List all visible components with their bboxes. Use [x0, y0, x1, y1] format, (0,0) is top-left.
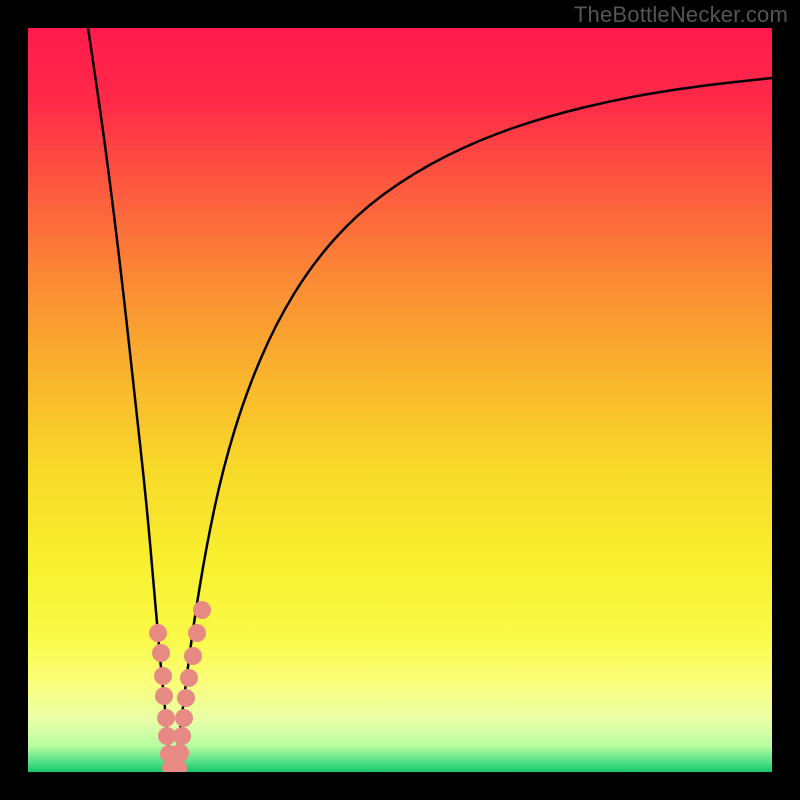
valley-marker [149, 624, 167, 642]
valley-marker [180, 669, 198, 687]
watermark-text: TheBottleNecker.com [574, 2, 788, 28]
plot-area [28, 28, 772, 772]
valley-marker [184, 647, 202, 665]
valley-marker [154, 667, 172, 685]
valley-marker [175, 709, 193, 727]
valley-marker [157, 709, 175, 727]
valley-marker [193, 601, 211, 619]
valley-marker [171, 744, 189, 762]
chart-svg [28, 28, 772, 772]
valley-marker [173, 727, 191, 745]
valley-marker [177, 689, 195, 707]
chart-frame: TheBottleNecker.com [0, 0, 800, 800]
valley-marker [152, 644, 170, 662]
valley-marker [188, 624, 206, 642]
valley-marker [155, 687, 173, 705]
